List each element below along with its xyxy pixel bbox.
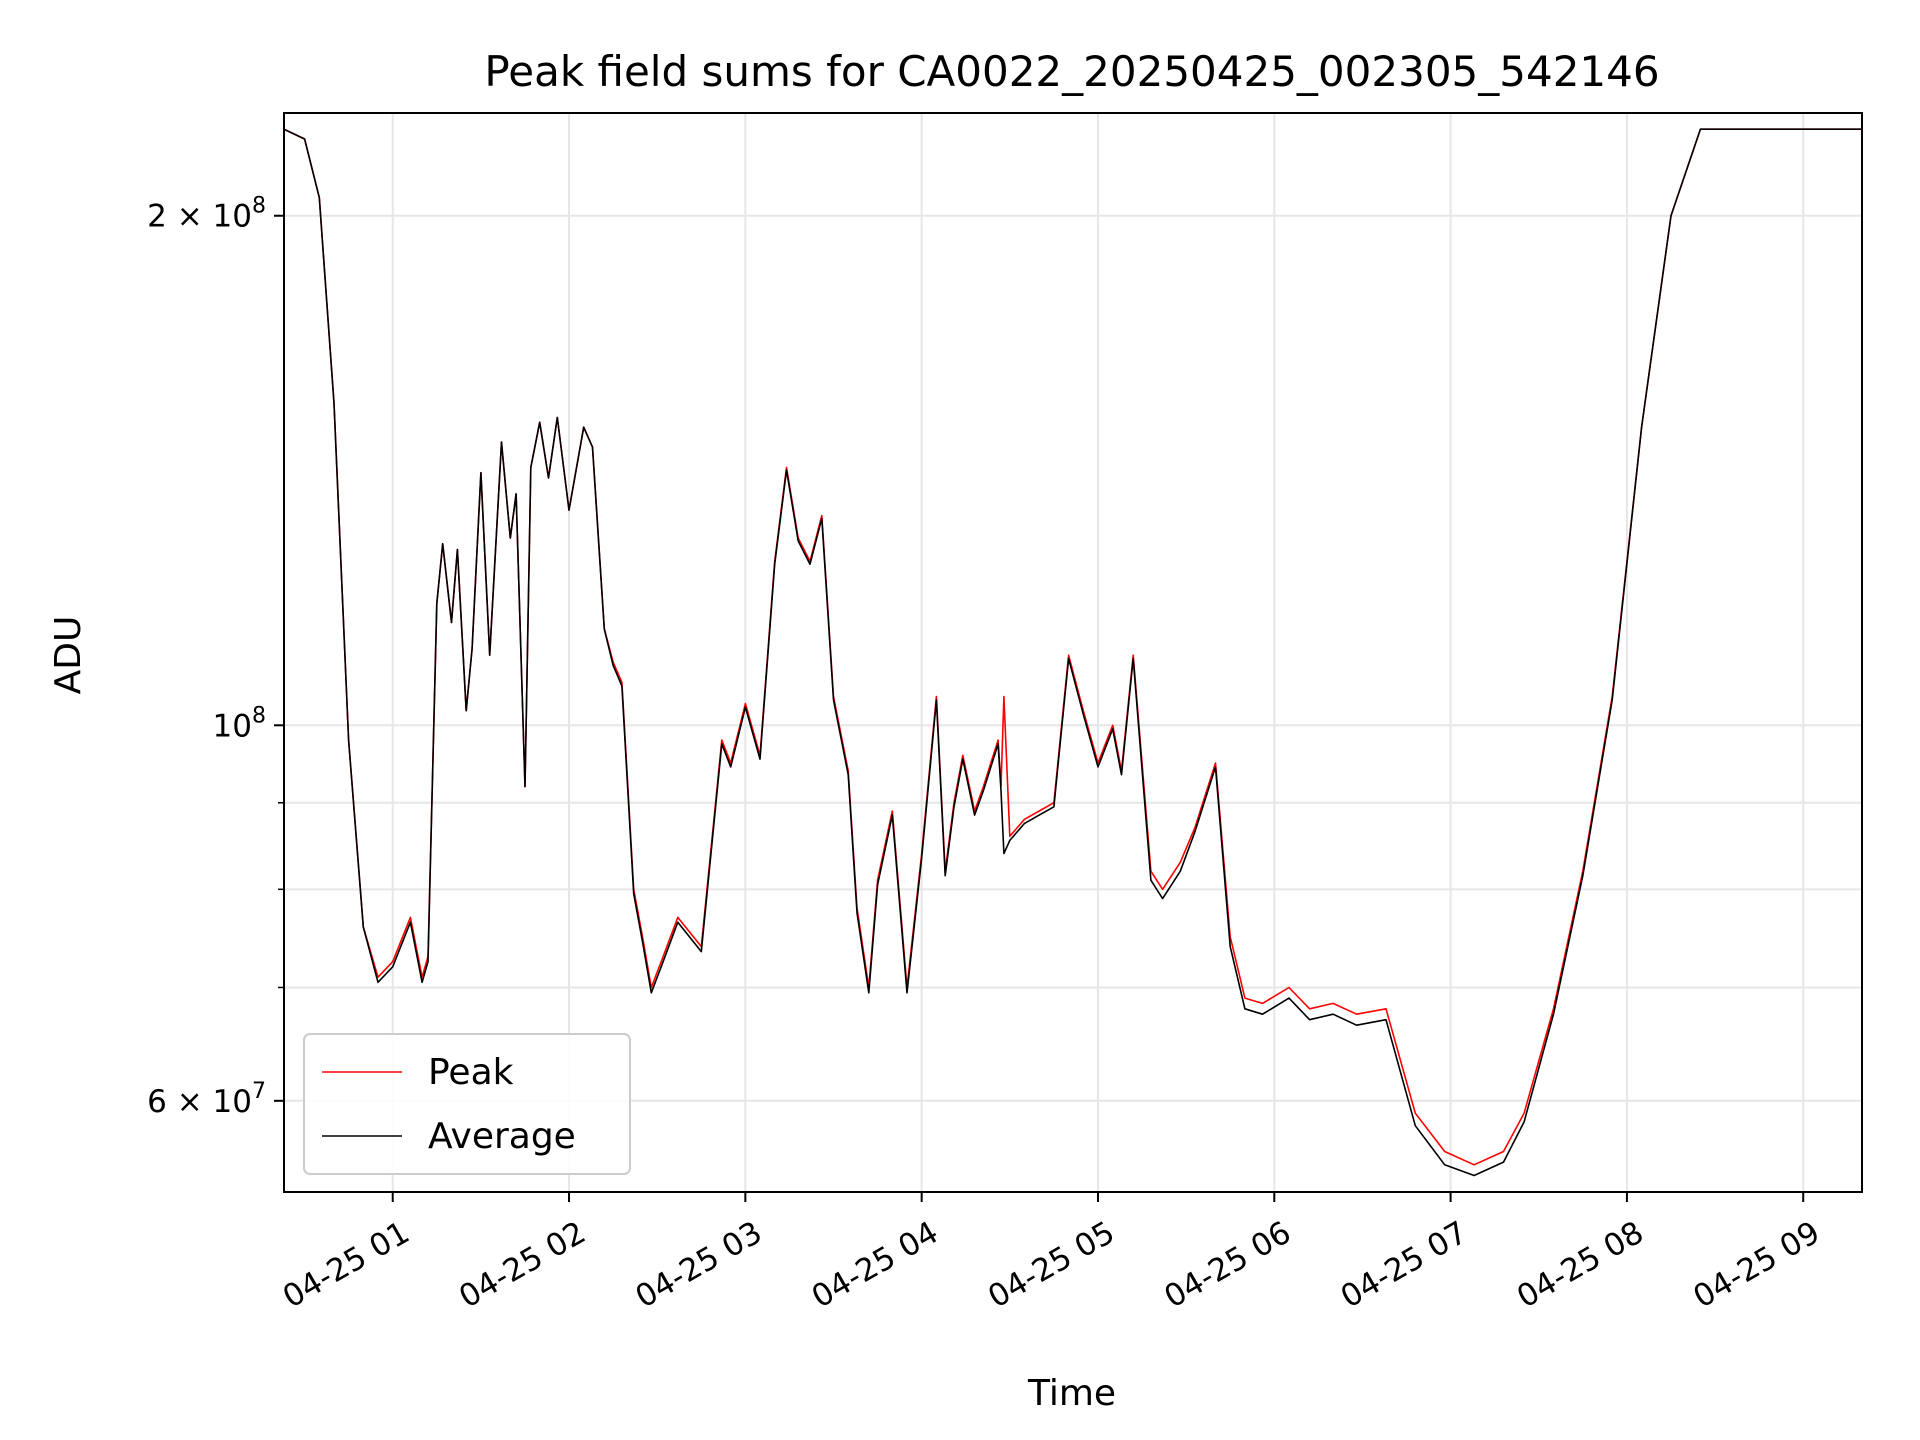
x-tick-label: 04-25 08 [1511,1215,1650,1316]
x-axis-label: Time [1027,1373,1116,1414]
x-tick-label: 04-25 02 [453,1215,592,1316]
y-axis-label: ADU [48,616,89,695]
x-tick-label: 04-25 06 [1158,1215,1297,1316]
legend: Peak Average [303,1033,631,1175]
x-tick-label: 04-25 07 [1335,1215,1474,1316]
y-tick-label: 108 [213,703,266,744]
y-tick-label: 2 × 108 [147,194,266,235]
chart-title: Peak field sums for CA0022_20250425_0023… [484,47,1659,96]
legend-box [303,1033,631,1175]
grid [284,113,1862,1192]
x-tick-label: 04-25 04 [806,1215,945,1316]
legend-label: Peak [428,1052,514,1093]
x-tick-label: 04-25 03 [629,1215,768,1316]
tick-marks [274,214,1805,1202]
series-line-average [284,128,1862,1177]
x-tick-label: 04-25 01 [277,1215,416,1316]
legend-label: Average [428,1116,576,1157]
y-tick-label: 6 × 107 [147,1079,266,1120]
x-tick-label: 04-25 05 [982,1215,1121,1316]
plot-frame [283,112,1863,1193]
x-tick-label: 04-25 09 [1687,1215,1826,1316]
series-lines [284,128,1862,1177]
